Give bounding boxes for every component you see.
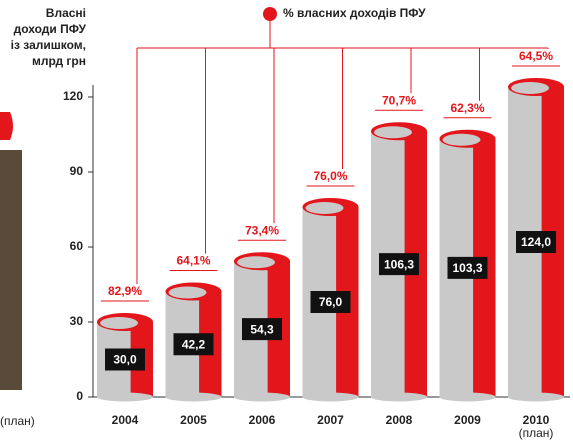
value-label: 106,3 (384, 257, 414, 271)
share-label: 73,4% (245, 223, 279, 237)
x-tick-label: 2006 (249, 413, 276, 427)
bar-bottom (165, 392, 222, 402)
y-axis-title: Власні (46, 6, 86, 20)
y-tick-label: 90 (70, 164, 84, 178)
value-label: 124,0 (521, 235, 551, 249)
cylinder (97, 313, 153, 402)
x-tick-label: 2010 (план) (519, 413, 554, 440)
share-label: 70,7% (382, 93, 416, 107)
x-tick-label: 2009 (454, 413, 481, 427)
value-label: 54,3 (250, 322, 274, 336)
bar-top-inner (237, 256, 275, 269)
bar-bottom (371, 392, 427, 402)
bar-bottom (508, 392, 564, 402)
x-tick-label: 2004 (112, 413, 139, 427)
y-tick-label: 60 (70, 239, 84, 253)
bar-bottom (302, 392, 359, 402)
x-tick-label: 2005 (180, 413, 207, 427)
value-label-box (173, 333, 214, 356)
share-label: 64,1% (176, 254, 210, 268)
y-tick-label: 120 (63, 89, 83, 103)
value-label: 76,0 (319, 295, 343, 309)
value-label-box (516, 231, 556, 253)
bar-top-inner (442, 133, 481, 146)
value-label-box (242, 318, 282, 341)
value-label-box (447, 256, 488, 279)
legend-label: % власних доходів ПФУ (283, 6, 426, 20)
bar-top-inner (374, 126, 412, 139)
y-axis-title: із залишком, (11, 38, 86, 52)
y-tick-label: 30 (70, 314, 84, 328)
value-label: 30,0 (113, 353, 137, 367)
side-shape (0, 112, 13, 140)
x-tick-label: 2007 (317, 413, 344, 427)
y-axis-title: млрд грн (32, 54, 86, 68)
bar-top-inner (168, 286, 207, 299)
y-axis-title: доходи ПФУ (14, 22, 87, 36)
bar-top-inner (511, 82, 549, 94)
bar-bottom (439, 392, 496, 402)
side-note: (план) (0, 414, 35, 428)
value-label-box (379, 253, 419, 276)
bar-top-inner (100, 317, 138, 329)
bar-bottom (97, 392, 153, 402)
y-tick-label: 0 (76, 389, 83, 403)
legend-dot (263, 7, 277, 21)
share-label: 82,9% (108, 284, 142, 298)
value-label-box (310, 291, 351, 313)
share-label: 76,0% (313, 169, 347, 183)
value-label: 42,2 (182, 337, 206, 351)
share-label: 62,3% (450, 101, 484, 115)
side-image (0, 150, 22, 390)
bar-bottom (234, 392, 290, 402)
value-label-box (105, 348, 145, 371)
x-tick-label: 2008 (386, 413, 413, 427)
value-label: 103,3 (452, 261, 482, 275)
share-label: 64,5% (519, 49, 553, 63)
bar-top-inner (305, 202, 344, 214)
